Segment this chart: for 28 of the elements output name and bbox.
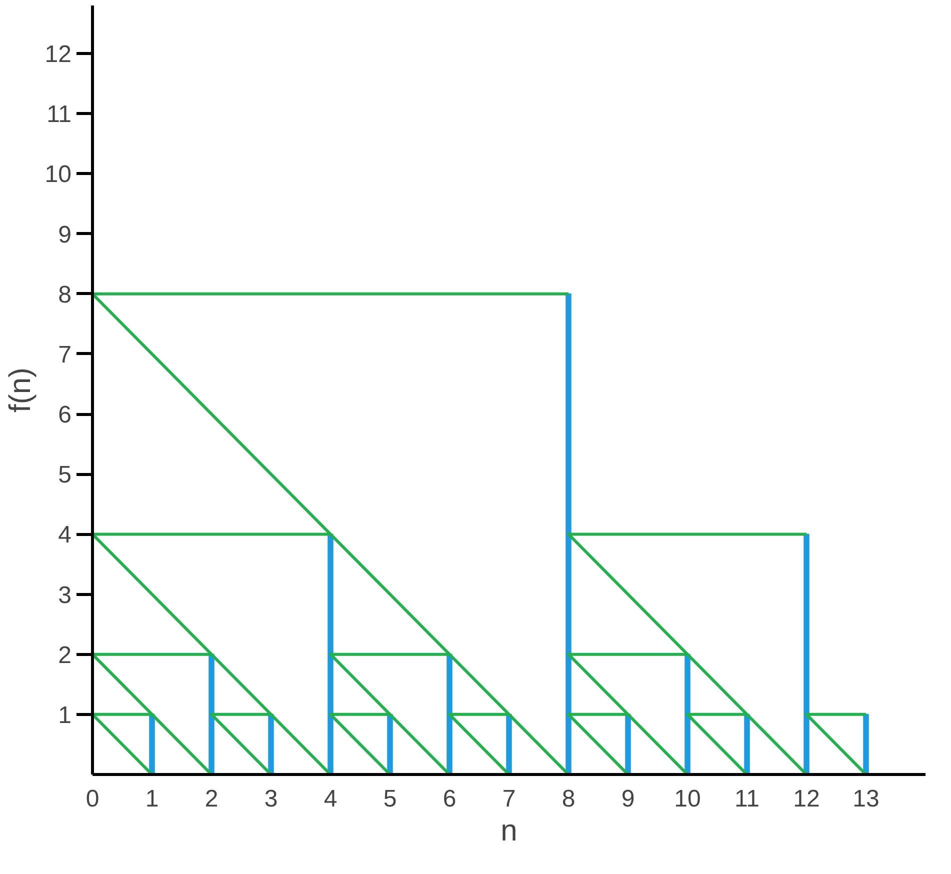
x-tick-label: 8 — [562, 786, 576, 812]
x-tick-label: 9 — [621, 786, 635, 812]
y-tick-label: 9 — [58, 221, 72, 248]
y-tick-label: 11 — [46, 101, 72, 128]
x-tick-label: 3 — [264, 786, 278, 812]
x-tick-label: 6 — [442, 786, 456, 812]
x-tick-label: 7 — [502, 786, 516, 812]
x-tick-label: 4 — [324, 786, 338, 812]
y-tick-label: 4 — [58, 522, 72, 549]
x-tick-label: 13 — [852, 786, 880, 812]
x-tick-label: 1 — [145, 786, 159, 812]
x-tick-label: 5 — [383, 786, 397, 812]
y-tick-label: 8 — [58, 281, 72, 308]
y-tick-label: 5 — [58, 462, 72, 489]
x-tick-label: 12 — [793, 786, 820, 812]
x-axis-title: n — [500, 814, 518, 848]
x-tick-label: 10 — [674, 786, 701, 812]
y-tick-label: 10 — [44, 161, 72, 188]
x-tick-label: 2 — [204, 786, 218, 812]
y-tick-label: 6 — [58, 402, 72, 429]
y-tick-label: 1 — [58, 702, 72, 729]
y-axis-title: f(n) — [4, 368, 37, 412]
y-tick-label: 12 — [44, 41, 72, 68]
y-tick-label: 2 — [58, 642, 72, 669]
y-tick-label: 3 — [58, 582, 72, 609]
x-tick-label: 11 — [734, 786, 760, 812]
y-tick-label: 7 — [58, 341, 72, 368]
x-tick-label: 0 — [86, 786, 100, 812]
